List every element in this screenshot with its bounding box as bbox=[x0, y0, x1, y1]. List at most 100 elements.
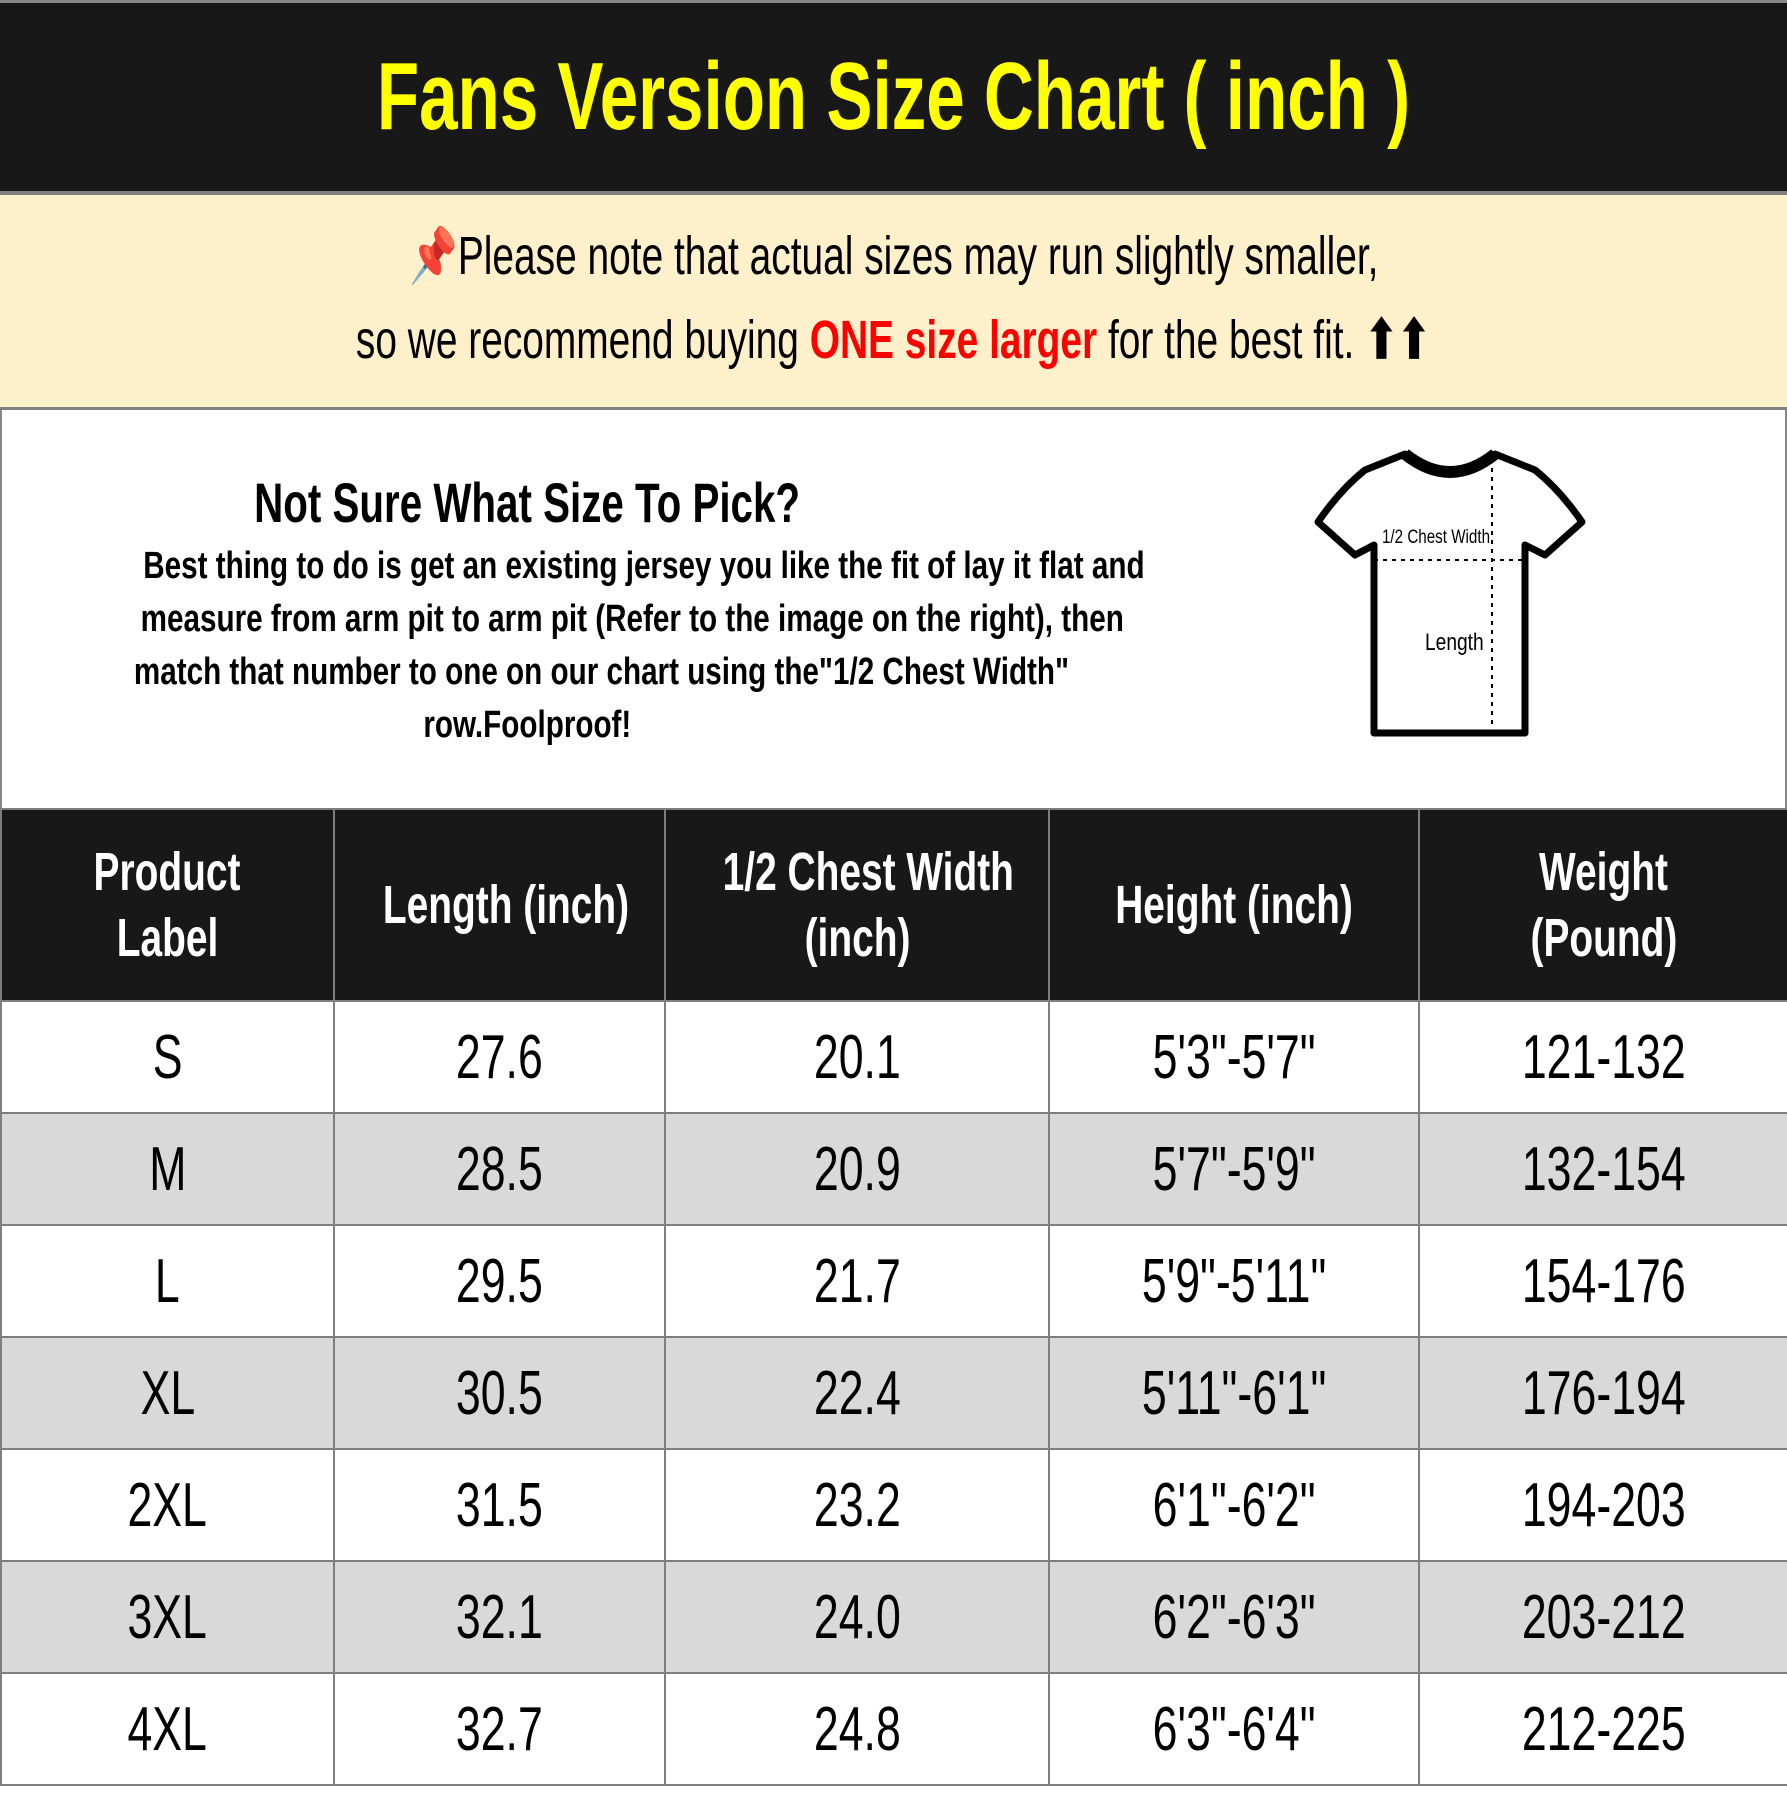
table-cell: M bbox=[0, 1112, 335, 1226]
table-cell: 29.5 bbox=[333, 1224, 666, 1338]
tshirt-measurement-diagram: 1/2 Chest Width Length bbox=[1314, 449, 1586, 737]
table-cell: 22.4 bbox=[664, 1336, 1050, 1450]
column-header-text: Label bbox=[116, 908, 219, 968]
cell-value: 20.9 bbox=[813, 1134, 901, 1204]
cell-value: M bbox=[148, 1134, 187, 1204]
cell-value: 22.4 bbox=[813, 1358, 901, 1428]
column-header-text: (Pound) bbox=[1530, 908, 1677, 968]
cell-value: 5'7"-5'9" bbox=[1152, 1134, 1316, 1204]
column-header-text: Height (inch) bbox=[1115, 875, 1353, 935]
cell-value: 5'9"-5'11" bbox=[1141, 1246, 1327, 1316]
cell-value: 32.7 bbox=[456, 1694, 543, 1764]
cell-value: 24.0 bbox=[813, 1582, 901, 1652]
table-row: L 29.5 21.7 5'9"-5'11" 154-176 bbox=[0, 1224, 1787, 1338]
table-row: 4XL 32.7 24.8 6'3"-6'4" 212-225 bbox=[0, 1672, 1787, 1786]
cell-value: 23.2 bbox=[813, 1470, 901, 1540]
length-label: Length bbox=[1425, 628, 1484, 656]
cell-value: 28.5 bbox=[456, 1134, 543, 1204]
cell-value: 3XL bbox=[127, 1582, 208, 1652]
cell-value: 212-225 bbox=[1521, 1694, 1686, 1764]
table-cell: 212-225 bbox=[1418, 1672, 1787, 1786]
table-cell: 32.1 bbox=[333, 1560, 666, 1674]
table-cell: 3XL bbox=[0, 1560, 335, 1674]
cell-value: 5'3"-5'7" bbox=[1152, 1022, 1316, 1092]
column-header-text: Weight bbox=[1539, 842, 1668, 902]
cell-value: 194-203 bbox=[1521, 1470, 1686, 1540]
cell-value: 6'1"-6'2" bbox=[1152, 1470, 1316, 1540]
table-cell: L bbox=[0, 1224, 335, 1338]
table-cell: 2XL bbox=[0, 1448, 335, 1562]
table-cell: 21.7 bbox=[664, 1224, 1050, 1338]
table-cell: 24.8 bbox=[664, 1672, 1050, 1786]
note-text-1: Please note that actual sizes may run sl… bbox=[457, 226, 1379, 286]
table-body: S 27.6 20.1 5'3"-5'7" 121-132 M 28.5 20.9 5'7"-5… bbox=[0, 1000, 1787, 1786]
column-header: 1/2 Chest Width (inch) bbox=[664, 808, 1050, 1002]
cell-value: 2XL bbox=[127, 1470, 208, 1540]
note-line-2: so we recommend buying ONE size larger f… bbox=[356, 308, 1430, 371]
table-cell: 23.2 bbox=[664, 1448, 1050, 1562]
table-cell: 30.5 bbox=[333, 1336, 666, 1450]
note-highlight: ONE size larger bbox=[810, 310, 1098, 370]
table-cell: 176-194 bbox=[1418, 1336, 1787, 1450]
cell-value: L bbox=[155, 1246, 180, 1316]
table-cell: 194-203 bbox=[1418, 1448, 1787, 1562]
table-cell: 132-154 bbox=[1418, 1112, 1787, 1226]
cell-value: S bbox=[152, 1022, 183, 1092]
up-arrows-icon: ⬆⬆ bbox=[1365, 310, 1431, 370]
guide-line: match that number to one on our chart us… bbox=[133, 651, 1070, 693]
tshirt-outline-icon bbox=[1314, 450, 1586, 737]
table-row: XL 30.5 22.4 5'11"-6'1" 176-194 bbox=[0, 1336, 1787, 1450]
size-note: 📌Please note that actual sizes may run s… bbox=[0, 191, 1787, 410]
table-cell: 5'11"-6'1" bbox=[1048, 1336, 1420, 1450]
table-cell: 154-176 bbox=[1418, 1224, 1787, 1338]
table-cell: S bbox=[0, 1000, 335, 1114]
column-header: Weight (Pound) bbox=[1418, 808, 1787, 1002]
table-row: M 28.5 20.9 5'7"-5'9" 132-154 bbox=[0, 1112, 1787, 1226]
title-banner: Fans Version Size Chart ( inch ) bbox=[0, 0, 1787, 191]
table-cell: 20.1 bbox=[664, 1000, 1050, 1114]
table-row: 2XL 31.5 23.2 6'1"-6'2" 194-203 bbox=[0, 1448, 1787, 1562]
table-cell: XL bbox=[0, 1336, 335, 1450]
cell-value: 21.7 bbox=[813, 1246, 901, 1316]
page-title: Fans Version Size Chart ( inch ) bbox=[376, 43, 1411, 150]
note-text-3: for the best fit. bbox=[1097, 310, 1366, 370]
table-cell: 28.5 bbox=[333, 1112, 666, 1226]
column-header: Product Label bbox=[0, 808, 335, 1002]
chest-width-label: 1/2 Chest Width bbox=[1382, 525, 1490, 547]
table-row: S 27.6 20.1 5'3"-5'7" 121-132 bbox=[0, 1000, 1787, 1114]
size-table: Product Label Length (inch) 1/2 Chest Width… bbox=[0, 808, 1787, 1786]
column-header: Height (inch) bbox=[1048, 808, 1420, 1002]
table-cell: 5'9"-5'11" bbox=[1048, 1224, 1420, 1338]
table-cell: 5'7"-5'9" bbox=[1048, 1112, 1420, 1226]
table-row: 3XL 32.1 24.0 6'2"-6'3" 203-212 bbox=[0, 1560, 1787, 1674]
table-cell: 20.9 bbox=[664, 1112, 1050, 1226]
cell-value: 24.8 bbox=[813, 1694, 901, 1764]
table-cell: 31.5 bbox=[333, 1448, 666, 1562]
cell-value: 27.6 bbox=[456, 1022, 543, 1092]
guide-question: Not Sure What Size To Pick? bbox=[254, 471, 800, 534]
cell-value: 176-194 bbox=[1521, 1358, 1686, 1428]
cell-value: 29.5 bbox=[456, 1246, 543, 1316]
table-cell: 24.0 bbox=[664, 1560, 1050, 1674]
cell-value: 121-132 bbox=[1521, 1022, 1686, 1092]
column-header-text: Length (inch) bbox=[382, 875, 630, 935]
column-header-text: 1/2 Chest Width bbox=[722, 842, 1014, 902]
cell-value: XL bbox=[140, 1358, 195, 1428]
table-cell: 121-132 bbox=[1418, 1000, 1787, 1114]
table-header-row: Product Label Length (inch) 1/2 Chest Width… bbox=[0, 808, 1787, 1002]
table-cell: 6'2"-6'3" bbox=[1048, 1560, 1420, 1674]
table-cell: 6'3"-6'4" bbox=[1048, 1672, 1420, 1786]
table-cell: 6'1"-6'2" bbox=[1048, 1448, 1420, 1562]
table-cell: 27.6 bbox=[333, 1000, 666, 1114]
cell-value: 6'3"-6'4" bbox=[1152, 1694, 1316, 1764]
guide-line: row.Foolproof! bbox=[423, 704, 631, 746]
table-cell: 5'3"-5'7" bbox=[1048, 1000, 1420, 1114]
guide-line: measure from arm pit to arm pit (Refer t… bbox=[140, 598, 1124, 640]
table-cell: 203-212 bbox=[1418, 1560, 1787, 1674]
cell-value: 31.5 bbox=[456, 1470, 543, 1540]
note-line-1: 📌Please note that actual sizes may run s… bbox=[409, 225, 1378, 288]
column-header-text: (inch) bbox=[804, 908, 910, 968]
guide-paragraph: Best thing to do is get an existing jers… bbox=[2, 540, 1145, 752]
pushpin-icon: 📌 bbox=[408, 226, 458, 286]
cell-value: 4XL bbox=[127, 1694, 208, 1764]
